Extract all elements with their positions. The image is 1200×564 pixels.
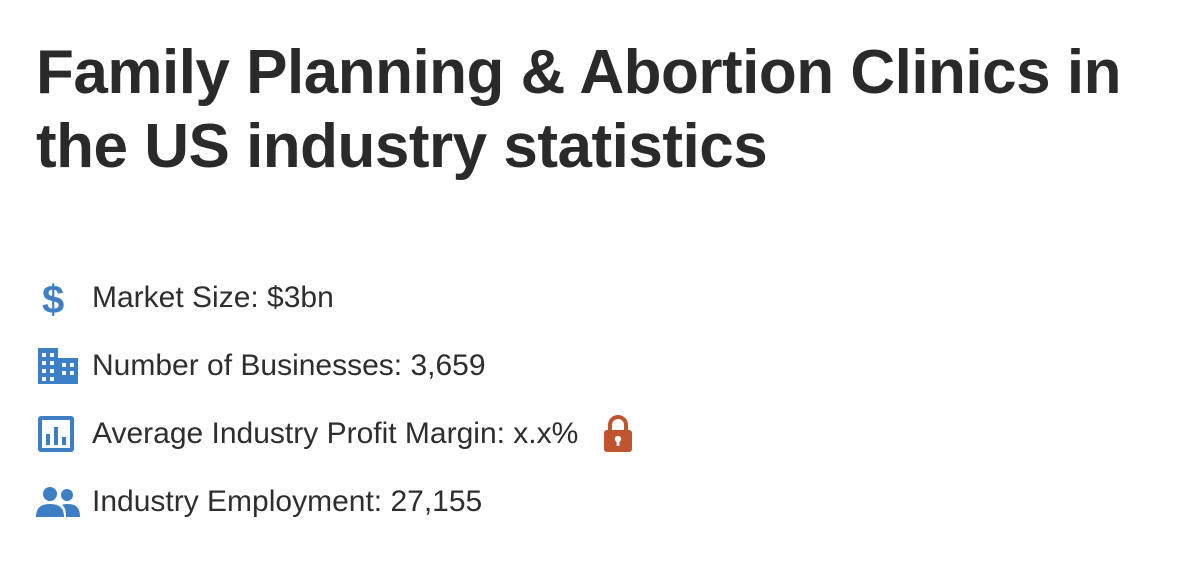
stat-number-of-businesses: Number of Businesses: 3,659: [36, 340, 634, 392]
lock-icon[interactable]: [602, 414, 634, 454]
stat-label: Market Size: $3bn: [92, 281, 334, 314]
stat-employment: Industry Employment: 27,155: [36, 476, 634, 528]
stat-profit-margin: Average Industry Profit Margin: x.x%: [36, 408, 634, 460]
stat-label: Industry Employment: 27,155: [92, 485, 483, 518]
building-icon: [36, 343, 92, 389]
bar-chart-icon: [36, 411, 92, 457]
stat-label: Number of Businesses: 3,659: [92, 349, 486, 382]
page-title: Family Planning & Abortion Clinics in th…: [36, 38, 1121, 181]
stat-market-size: $ Market Size: $3bn: [36, 272, 634, 324]
stat-label: Average Industry Profit Margin: x.x%: [92, 417, 579, 450]
dollar-icon: $: [36, 275, 92, 321]
svg-text:$: $: [42, 278, 64, 321]
people-icon: [36, 479, 92, 525]
stats-list: $ Market Size: $3bn Number of Businesses…: [36, 272, 634, 544]
